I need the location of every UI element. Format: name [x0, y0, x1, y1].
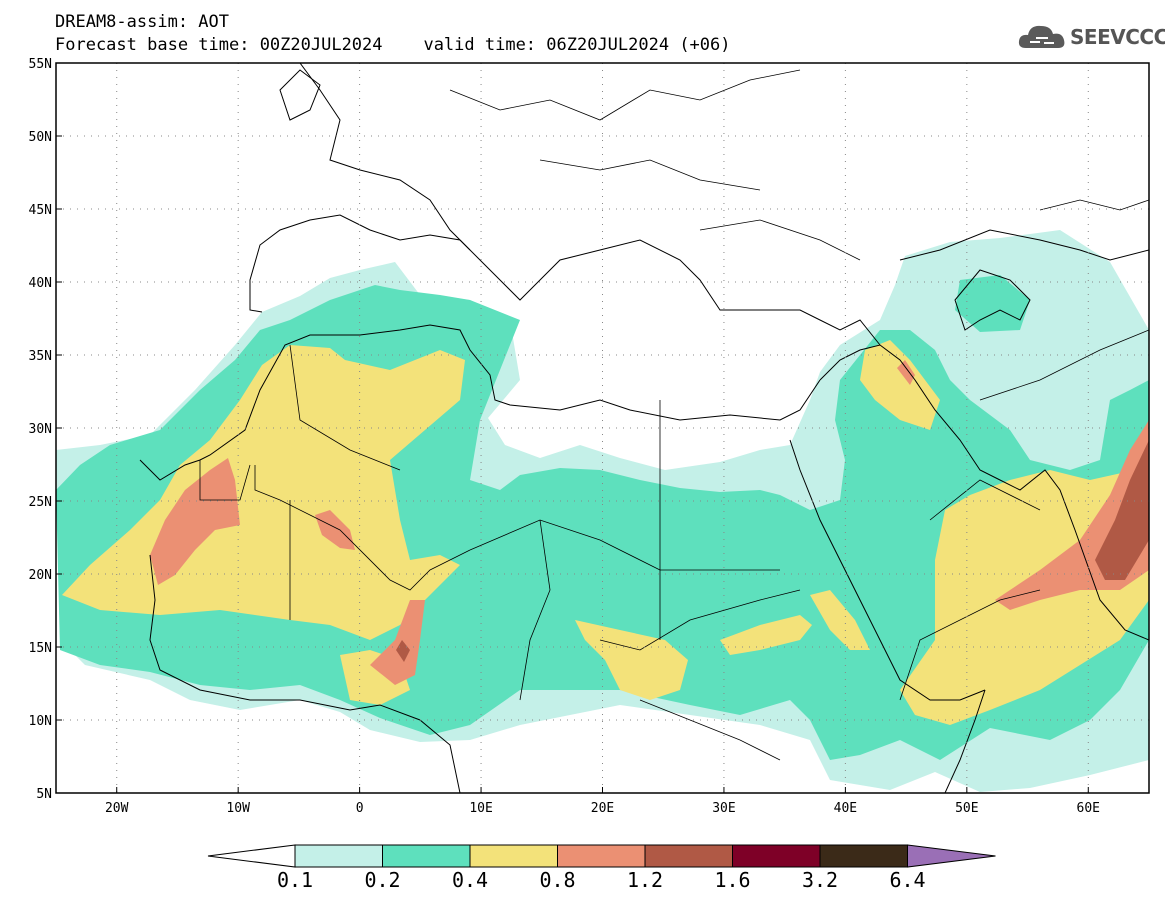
logo-text: SEEVCCC [1070, 25, 1165, 49]
colorbar-level-label: 0.1 [276, 868, 314, 892]
aot-band-0.4c [720, 615, 812, 655]
lon-label: 30E [712, 801, 735, 816]
lon-label: 20E [591, 801, 614, 816]
lat-label: 50N [29, 130, 52, 145]
colorbar-level-label: 0.8 [539, 868, 576, 892]
colorbar-level-label: 0.2 [364, 868, 401, 892]
colorbar-underflow-arrow [207, 844, 296, 868]
colorbar [207, 844, 996, 868]
lat-label: 35N [29, 349, 52, 364]
aot-band-0.8e [897, 360, 915, 385]
seevccc-logo: SEEVCCC [1018, 22, 1165, 52]
cloud-icon [1018, 25, 1065, 48]
colorbar-segment [819, 844, 908, 868]
aot-band-1.2 [1095, 440, 1149, 580]
colorbar-level-label: 0.4 [451, 868, 489, 892]
lat-label: 5N [36, 787, 52, 802]
axis-ticks [56, 62, 1089, 794]
colorbar-segment [557, 844, 646, 868]
lat-label: 55N [29, 57, 52, 72]
lon-label: 10W [226, 801, 250, 816]
colorbar-level-label: 1.6 [714, 868, 751, 892]
colorbar-level-label: 1.2 [626, 868, 664, 892]
lat-label: 20N [29, 568, 52, 583]
colorbar-overflow-arrow [907, 844, 996, 868]
lat-label: 45N [29, 203, 52, 218]
colorbar-segment [732, 844, 821, 868]
colorbar-level-label: 6.4 [889, 868, 926, 892]
forecast-times: Forecast base time: 00Z20JUL2024 valid t… [55, 35, 731, 55]
colorbar-segment [469, 844, 558, 868]
aot-band-0.4d [810, 590, 870, 650]
lat-label: 10N [29, 714, 52, 729]
aot-band-1.2b [396, 640, 410, 662]
colorbar-segment [644, 844, 733, 868]
aot-band-0.8c [370, 600, 425, 685]
lat-label: 30N [29, 422, 52, 437]
lon-label: 10E [469, 801, 492, 816]
colorbar-segment [294, 844, 383, 868]
colorbar-segment [382, 844, 471, 868]
lon-label: 50E [955, 801, 978, 816]
lon-label: 40E [834, 801, 857, 816]
axis-labels: 55N 50N 45N 40N 35N 30N 25N 20N 15N 10N 5N 20W 10W 0 1… [29, 57, 1101, 816]
country-borders [199, 69, 1149, 761]
lon-label: 20W [105, 801, 129, 816]
gridlines [56, 63, 1149, 793]
chart-title: DREAM8-assim: AOT [55, 12, 229, 32]
lat-label: 40N [29, 276, 52, 291]
lat-label: 25N [29, 495, 52, 510]
lat-label: 15N [29, 641, 52, 656]
aot-band-0.4e [860, 340, 940, 430]
colorbar-level-label: 3.2 [801, 868, 839, 892]
aot-band-0.2b [955, 275, 1030, 332]
aot-band-0.8b [315, 510, 355, 550]
aot-band-0.8 [150, 458, 240, 585]
coastlines [139, 63, 1149, 793]
lon-label: 60E [1077, 801, 1100, 816]
lon-label: 0 [356, 801, 364, 816]
